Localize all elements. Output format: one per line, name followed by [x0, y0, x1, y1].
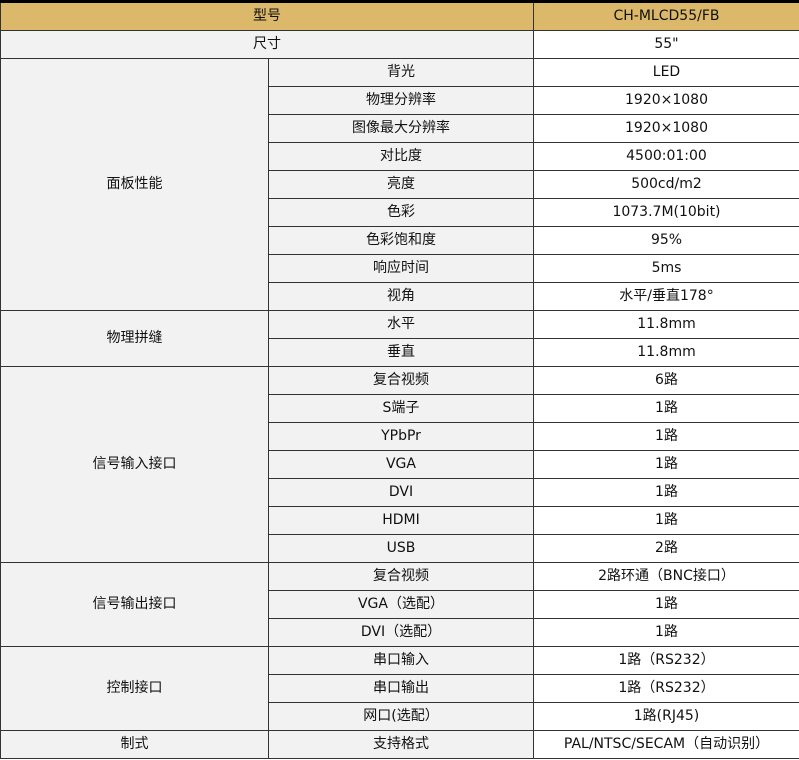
spec-value: 1920×1080 [533, 86, 799, 115]
group-label: 制式 [0, 730, 269, 759]
spec-value: 11.8mm [533, 310, 799, 339]
spec-value: 2路 [533, 534, 799, 563]
spec-value: 5ms [533, 254, 799, 283]
spec-row: DVI 1路 [1, 478, 799, 507]
header-row: 型号 CH-MLCD55/FB [0, 1, 799, 31]
group-label: 控制接口 [0, 646, 269, 731]
spec-row: 信号输出接口 复合视频 2路环通（BNC接口） [0, 562, 799, 647]
spec-value: 1路 [533, 422, 799, 451]
header-value: CH-MLCD55/FB [533, 1, 799, 31]
spec-value: 1路 [533, 590, 799, 619]
spec-label: 串口输入 [268, 646, 534, 675]
spec-label: 物理分辨率 [268, 86, 534, 115]
group-label: 面板性能 [0, 58, 269, 311]
spec-value: 1路（RS232） [533, 674, 799, 703]
spec-label: VGA（选配） [268, 590, 534, 619]
spec-row: 物理分辨率 1920×1080 [1, 86, 799, 115]
spec-value: 水平/垂直178° [533, 282, 799, 311]
spec-label: VGA [268, 450, 534, 479]
spec-row: 响应时间 5ms [1, 254, 799, 283]
spec-row: 制式 支持格式 PAL/NTSC/SECAM（自动识别） [0, 730, 799, 759]
spec-label: 色彩饱和度 [268, 226, 534, 255]
spec-row: 面板性能 背光 LED [0, 58, 799, 311]
group-label: 物理拼缝 [0, 310, 269, 367]
spec-value: 500cd/m2 [533, 170, 799, 199]
spec-row: DVI（选配） 1路 [1, 618, 799, 647]
spec-value: 1路 [533, 618, 799, 647]
spec-value: PAL/NTSC/SECAM（自动识别） [533, 730, 799, 759]
spec-row: 网口(选配） 1路(RJ45) [1, 702, 799, 731]
spec-label: HDMI [268, 506, 534, 535]
spec-value: 1路(RJ45) [533, 702, 799, 731]
spec-row: 控制接口 串口输入 1路（RS232） [0, 646, 799, 731]
spec-label: 色彩 [268, 198, 534, 227]
spec-label: S端子 [268, 394, 534, 423]
spec-value: LED [533, 58, 799, 87]
spec-value: 1073.7M(10bit) [533, 198, 799, 227]
spec-row: 色彩 1073.7M(10bit) [1, 198, 799, 227]
spec-value: 1路 [533, 450, 799, 479]
group-label: 信号输入接口 [0, 366, 269, 563]
spec-label: YPbPr [268, 422, 534, 451]
spec-label: 图像最大分辨率 [268, 114, 534, 143]
spec-value: 1路 [533, 394, 799, 423]
spec-row: VGA 1路 [1, 450, 799, 479]
size-label: 尺寸 [0, 30, 534, 59]
spec-row: 物理拼缝 水平 11.8mm [0, 310, 799, 367]
spec-label: 响应时间 [268, 254, 534, 283]
spec-label: 垂直 [268, 338, 534, 367]
spec-row: 对比度 4500:01:00 [1, 142, 799, 171]
spec-label: 视角 [268, 282, 534, 311]
spec-row: 信号输入接口 复合视频 6路 [0, 366, 799, 563]
spec-label: 亮度 [268, 170, 534, 199]
spec-row: YPbPr 1路 [1, 422, 799, 451]
spec-label: 复合视频 [268, 366, 534, 395]
spec-value: 2路环通（BNC接口） [533, 562, 799, 591]
group-label: 信号输出接口 [0, 562, 269, 647]
spec-row: 串口输出 1路（RS232） [1, 674, 799, 703]
spec-value: 6路 [533, 366, 799, 395]
size-value: 55" [533, 30, 799, 59]
spec-label: USB [268, 534, 534, 563]
spec-value: 1路 [533, 506, 799, 535]
spec-row: S端子 1路 [1, 394, 799, 423]
size-row: 尺寸 55" [0, 30, 799, 59]
spec-value: 1路 [533, 478, 799, 507]
spec-row: 亮度 500cd/m2 [1, 170, 799, 199]
spec-label: 支持格式 [268, 730, 534, 759]
spec-value: 4500:01:00 [533, 142, 799, 171]
spec-label: 水平 [268, 310, 534, 339]
spec-value: 1920×1080 [533, 114, 799, 143]
spec-label: 背光 [268, 58, 534, 87]
spec-label: DVI [268, 478, 534, 507]
spec-value: 95% [533, 226, 799, 255]
spec-label: 对比度 [268, 142, 534, 171]
spec-row: 色彩饱和度 95% [1, 226, 799, 255]
spec-row: 视角 水平/垂直178° [1, 282, 799, 311]
header-label: 型号 [0, 1, 534, 31]
spec-value: 11.8mm [533, 338, 799, 367]
spec-label: 串口输出 [268, 674, 534, 703]
spec-row: USB 2路 [1, 534, 799, 563]
spec-label: 复合视频 [268, 562, 534, 591]
spec-row: VGA（选配） 1路 [1, 590, 799, 619]
spec-value: 1路（RS232） [533, 646, 799, 675]
spec-label: 网口(选配） [268, 702, 534, 731]
spec-label: DVI（选配） [268, 618, 534, 647]
